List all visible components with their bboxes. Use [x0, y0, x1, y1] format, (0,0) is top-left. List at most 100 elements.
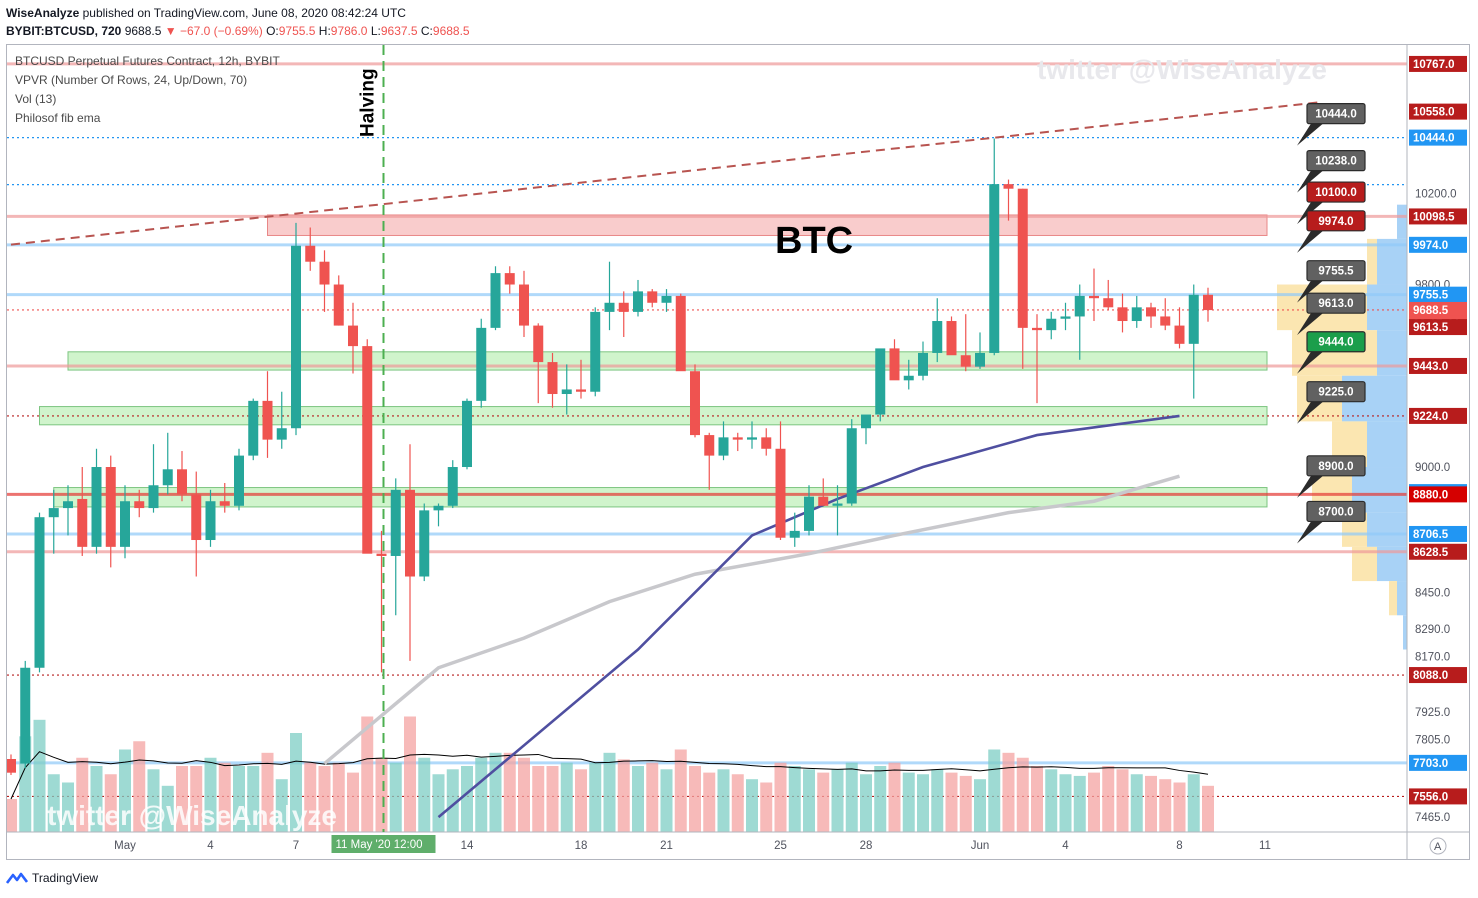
candle-body: [333, 284, 344, 326]
footer-brand[interactable]: TradingView: [32, 871, 99, 885]
open-value: 9755.5: [278, 24, 316, 38]
volume-bar: [760, 782, 773, 832]
candle-body: [7, 759, 16, 773]
callout-box: [1306, 150, 1366, 172]
candle-body: [903, 375, 914, 381]
callout-box: [1306, 381, 1366, 403]
resistance-zone: [267, 214, 1268, 236]
volume-bar: [1002, 752, 1015, 832]
change-value: −67.0 (−0.69%): [179, 24, 263, 38]
symbol: BYBIT:BTCUSD, 720: [6, 24, 122, 38]
callout-box: [1306, 331, 1366, 353]
candle-body: [447, 467, 458, 506]
footer: TradingView: [6, 871, 98, 885]
last-price: 9688.5: [124, 24, 162, 38]
volume-bar: [418, 757, 431, 832]
candle-body: [262, 400, 273, 440]
candle-body: [775, 448, 786, 538]
price-label-bg: [1409, 486, 1467, 503]
volume-bar: [1159, 779, 1172, 832]
time-tick: 8: [1176, 840, 1182, 852]
time-tick: 7: [293, 840, 299, 852]
price-tick: 9000.0: [1415, 462, 1450, 474]
volume-bar: [888, 762, 901, 832]
candle-body: [376, 553, 387, 556]
candle-body: [476, 327, 487, 401]
volume-bar: [731, 774, 744, 832]
halving-label: Halving: [358, 68, 379, 137]
candle-body: [91, 467, 102, 547]
volume-bar: [1088, 772, 1100, 832]
price-chart[interactable]: 10200.09800.09000.08450.08290.08170.0792…: [7, 45, 1469, 859]
author-name[interactable]: WiseAnalyze: [6, 6, 80, 20]
vpvr-bar-up: [1367, 238, 1377, 285]
candle-body: [533, 325, 544, 363]
candle-body: [661, 295, 672, 303]
candle-body: [1046, 318, 1057, 331]
candle-body: [162, 469, 173, 486]
time-tick: May: [114, 840, 136, 852]
candle-body: [932, 321, 943, 353]
candle-body: [718, 437, 729, 456]
price-label: 9443.0: [1413, 361, 1448, 373]
vpvr-bar-down: [1403, 615, 1407, 650]
chart-frame: [6, 44, 1470, 860]
volume-bar: [104, 774, 117, 832]
candle-body: [276, 428, 287, 440]
volume-bar: [988, 749, 1001, 832]
candle-body: [419, 510, 430, 577]
candle-body: [120, 501, 130, 547]
candle-body: [34, 517, 45, 668]
legend-volume[interactable]: Vol (13): [15, 92, 57, 106]
price-label: 9613.5: [1413, 322, 1449, 334]
candle-body: [1203, 294, 1213, 311]
open-label: O:: [266, 24, 279, 38]
candle-body: [647, 291, 658, 303]
candle-body: [846, 428, 857, 504]
price-label-bg: [1409, 543, 1467, 560]
price-label-bg: [1409, 525, 1467, 542]
legend-symbol[interactable]: BTCUSD Perpetual Futures Contract, 12h, …: [15, 54, 280, 68]
volume-bar: [304, 762, 317, 832]
volume-bar: [546, 766, 559, 832]
candle-body: [989, 184, 1000, 353]
vpvr-bar-down: [1377, 330, 1407, 376]
price-label-bg: [1409, 667, 1467, 684]
callout-label: 10238.0: [1315, 156, 1357, 168]
volume-bar: [1173, 782, 1186, 832]
candle-body: [704, 435, 715, 456]
candle-body: [291, 245, 301, 429]
candle-body: [219, 501, 230, 506]
candle-body: [362, 346, 373, 554]
callout-label: 9444.0: [1318, 337, 1353, 349]
candle-body: [690, 371, 700, 436]
callout-pointer: [1297, 475, 1323, 498]
price-label-bg: [1409, 103, 1467, 120]
candle-body: [875, 348, 886, 415]
price-label-bg: [1409, 407, 1467, 424]
volume-bar: [532, 766, 545, 832]
candle-body: [804, 496, 814, 531]
candle-body: [1103, 298, 1114, 308]
vpvr-bar-up: [1389, 581, 1397, 616]
price-label-bg: [1409, 357, 1467, 374]
time-tick: Jun: [971, 840, 990, 852]
price-label: 9755.5: [1413, 290, 1449, 302]
volume-bar: [90, 766, 103, 832]
volume-bar: [518, 757, 530, 832]
candle-body: [191, 494, 202, 541]
price-label: 8628.5: [1413, 547, 1449, 559]
callout-box: [1306, 292, 1366, 314]
volume-bar: [1102, 766, 1115, 832]
price-label: 8880.0: [1413, 489, 1448, 501]
callout-label: 9974.0: [1318, 216, 1353, 228]
volume-bar: [1016, 757, 1029, 832]
high-label: H:: [318, 24, 331, 38]
vpvr-bar-down: [1397, 581, 1407, 616]
price-tick: 7805.0: [1415, 735, 1450, 747]
volume-bar: [660, 769, 673, 832]
volume-layer: [7, 716, 1214, 832]
legend-vpvr[interactable]: VPVR (Number Of Rows, 24, Up/Down, 70): [15, 73, 248, 87]
legend-ema[interactable]: Philosof fib ema: [15, 111, 101, 125]
time-tick: 4: [1062, 840, 1069, 852]
